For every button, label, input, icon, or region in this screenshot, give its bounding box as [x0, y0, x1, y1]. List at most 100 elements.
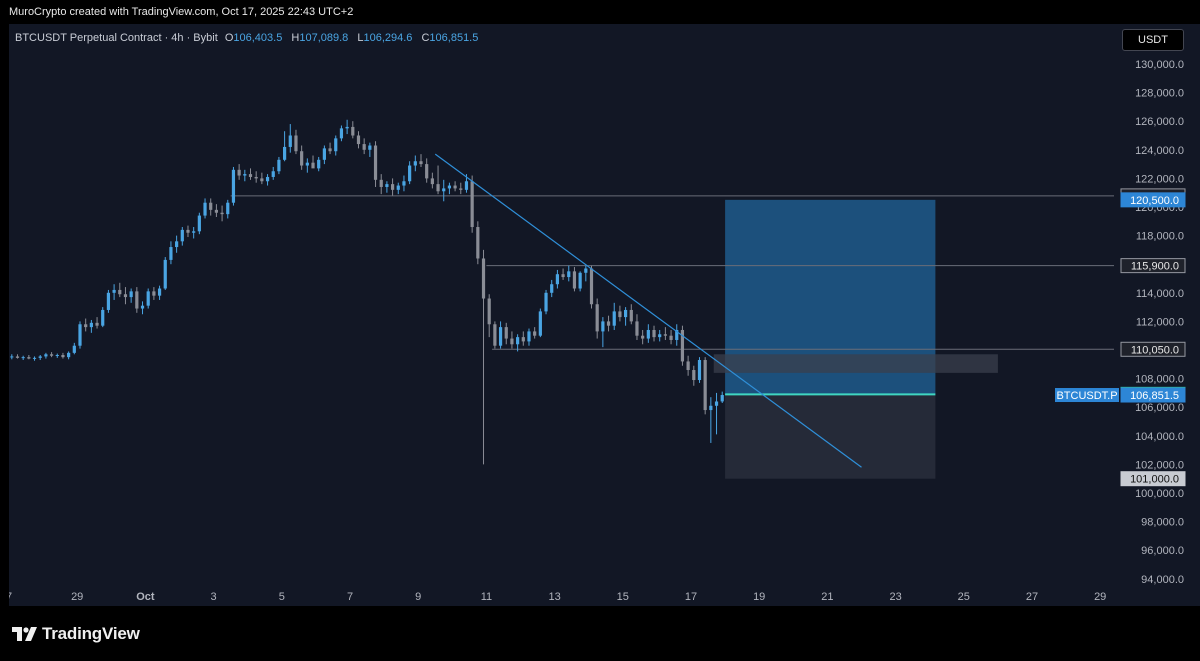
candle-body	[385, 184, 389, 187]
symbol-tag-box	[1055, 388, 1119, 403]
candle-body	[567, 271, 571, 278]
x-tick-label: 15	[617, 591, 629, 603]
high-label: H	[291, 32, 300, 44]
candle-body	[317, 159, 321, 169]
candle-body	[663, 334, 667, 336]
candle-body	[425, 164, 429, 179]
candle-body	[487, 298, 491, 325]
candle-body	[538, 311, 542, 336]
close-value: 106,851.5	[429, 32, 479, 44]
candle-body	[78, 324, 82, 346]
candle-body	[248, 174, 253, 177]
candle-body	[61, 355, 65, 358]
currency-button[interactable]: USDT	[1122, 29, 1184, 51]
price-axis-label: 101,000.0	[1130, 474, 1179, 486]
tradingview-mark-icon	[12, 627, 37, 641]
price-axis-label-box	[1120, 341, 1186, 357]
y-tick-label: 126,000.0	[1135, 116, 1184, 128]
y-tick-label: 122,000.0	[1135, 173, 1184, 185]
candle-body	[578, 272, 582, 289]
candle-body	[305, 162, 309, 166]
candle-body	[493, 324, 497, 346]
candle-body	[646, 329, 650, 339]
y-tick-label: 128,000.0	[1135, 88, 1184, 100]
candle-body	[356, 135, 361, 145]
candle-body	[129, 291, 133, 298]
candle-body	[300, 151, 304, 166]
candle-body	[15, 356, 20, 358]
x-tick-label: 29	[1094, 591, 1106, 603]
tradingview-logo[interactable]: TradingView	[12, 624, 140, 644]
candle-body	[49, 354, 54, 356]
candlestick-chart[interactable]: 130,000.0 128,000.0 126,000.0 124,000.0 122,…	[9, 24, 1200, 606]
candle-body	[413, 161, 417, 166]
candle-body	[533, 331, 537, 336]
descending-trendline	[434, 153, 862, 468]
chart-area[interactable]: 130,000.0 128,000.0 126,000.0 124,000.0 122,…	[9, 24, 1200, 606]
candle-body	[601, 321, 605, 332]
price-axis-label-box	[1120, 471, 1186, 487]
candle-body	[220, 212, 224, 215]
price-axis-label: 115,900.0	[1131, 261, 1179, 273]
candle-body	[38, 356, 42, 358]
candle-body	[180, 229, 184, 242]
candle-body	[459, 188, 463, 190]
candle-body	[339, 128, 344, 139]
candle-body	[692, 370, 696, 381]
candle-body	[669, 335, 673, 340]
x-tick-label: 11	[481, 591, 492, 603]
candle-body	[544, 292, 548, 312]
candle-body	[231, 169, 236, 203]
candle-body	[10, 356, 14, 358]
y-tick-label: 104,000.0	[1135, 431, 1184, 443]
candle-body	[152, 291, 156, 296]
candle-body	[192, 231, 196, 233]
candle-body	[112, 289, 116, 293]
candle-body	[203, 202, 207, 216]
x-tick-label: 25	[958, 591, 970, 603]
candle-body	[260, 178, 264, 182]
y-tick-label: 102,000.0	[1135, 459, 1184, 471]
candle-body	[214, 209, 218, 213]
candle-body	[476, 227, 480, 259]
candle-body	[527, 331, 531, 342]
candle-body	[89, 322, 93, 328]
y-tick-label: 100,000.0	[1135, 488, 1184, 500]
candle-body	[629, 309, 633, 322]
x-tick-label: 9	[415, 591, 421, 603]
x-tick-label: 13	[548, 591, 560, 603]
candle-body	[419, 161, 423, 165]
candle-body	[209, 202, 213, 210]
candle-body	[288, 135, 292, 147]
candle-body	[67, 352, 71, 358]
candle-body	[697, 360, 702, 381]
candle-body	[283, 146, 287, 160]
candle-body	[641, 335, 645, 339]
candle-body	[680, 329, 685, 362]
price-axis-label-box	[1120, 258, 1186, 274]
candle-body	[157, 288, 162, 296]
candle-body	[163, 259, 167, 289]
candle-body	[561, 274, 565, 278]
candle-body	[44, 354, 48, 357]
price-axis-label: 110,050.0	[1131, 344, 1179, 356]
y-tick-label: 124,000.0	[1135, 145, 1184, 157]
candle-body	[311, 162, 315, 169]
y-tick-label: 114,000.0	[1136, 288, 1184, 300]
x-tick-label: 29	[71, 591, 83, 603]
candle-body	[481, 258, 486, 299]
candle-body	[635, 321, 639, 336]
x-tick-label: 27	[1026, 591, 1038, 603]
candle-body	[21, 357, 25, 359]
candle-body	[379, 179, 383, 187]
candle-body	[430, 178, 434, 185]
symbol-description: BTCUSDT Perpetual Contract · 4h · Bybit	[15, 32, 218, 44]
y-tick-label: 118,000.0	[1136, 231, 1184, 243]
candle-body	[237, 169, 241, 176]
candle-body	[612, 311, 616, 326]
low-value: 106,294.6	[363, 32, 413, 44]
x-tick-label: 7	[347, 591, 353, 603]
candle-body	[606, 321, 611, 326]
candle-body	[123, 294, 128, 298]
candle-body	[516, 337, 520, 345]
